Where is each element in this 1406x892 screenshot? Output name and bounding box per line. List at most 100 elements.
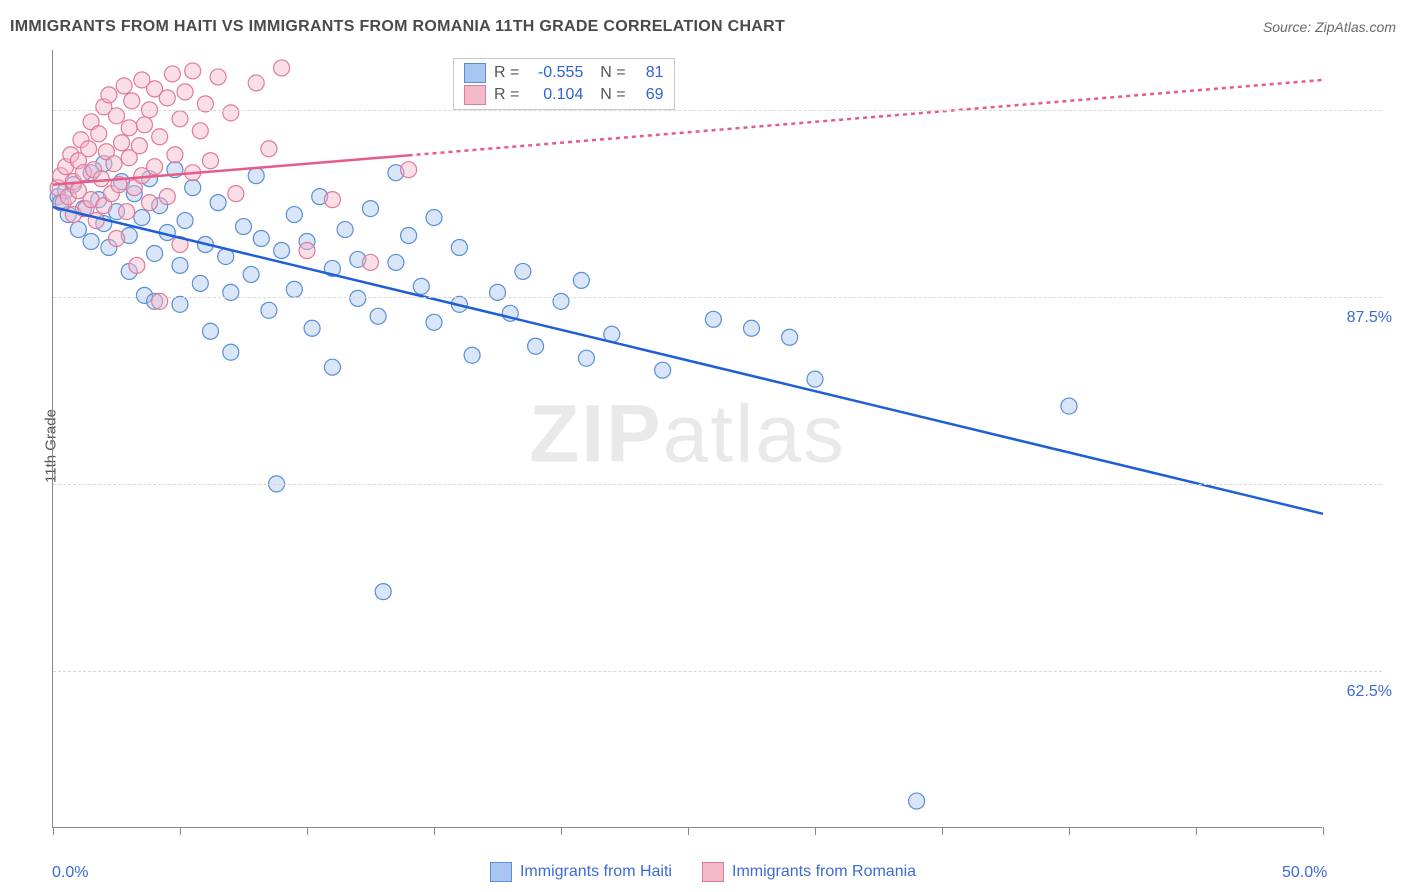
data-point	[129, 257, 145, 273]
x-tick	[561, 827, 562, 835]
data-point	[528, 338, 544, 354]
chart-source: Source: ZipAtlas.com	[1263, 19, 1396, 35]
data-point	[185, 63, 201, 79]
legend-n-value: 81	[634, 64, 664, 82]
data-point	[172, 257, 188, 273]
legend-label: Immigrants from Haiti	[520, 863, 672, 881]
x-tick-label: 50.0%	[1282, 864, 1327, 882]
data-point	[152, 293, 168, 309]
scatter-svg	[53, 50, 1322, 827]
data-point	[261, 141, 277, 157]
chart-title: IMMIGRANTS FROM HAITI VS IMMIGRANTS FROM…	[10, 18, 785, 36]
data-point	[210, 69, 226, 85]
x-tick	[688, 827, 689, 835]
data-point	[451, 239, 467, 255]
legend-r-value: -0.555	[527, 64, 583, 82]
data-point	[101, 87, 117, 103]
data-point	[274, 242, 290, 258]
data-point	[426, 314, 442, 330]
data-point	[401, 228, 417, 244]
data-point	[253, 231, 269, 247]
data-point	[573, 272, 589, 288]
data-point	[70, 222, 86, 238]
data-point	[185, 180, 201, 196]
data-point	[363, 254, 379, 270]
data-point	[401, 162, 417, 178]
data-point	[172, 296, 188, 312]
data-point	[909, 793, 925, 809]
data-point	[553, 293, 569, 309]
data-point	[223, 344, 239, 360]
legend-r-label: R =	[494, 86, 519, 104]
data-point	[324, 192, 340, 208]
data-point	[228, 186, 244, 202]
data-point	[81, 141, 97, 157]
data-point	[159, 90, 175, 106]
data-point	[116, 78, 132, 94]
data-point	[248, 75, 264, 91]
data-point	[299, 242, 315, 258]
data-point	[782, 329, 798, 345]
x-tick	[53, 827, 54, 835]
data-point	[93, 171, 109, 187]
data-point	[274, 60, 290, 76]
data-point	[164, 66, 180, 82]
x-tick	[1196, 827, 1197, 835]
data-point	[134, 210, 150, 226]
data-point	[192, 123, 208, 139]
data-point	[337, 222, 353, 238]
x-tick	[434, 827, 435, 835]
legend-swatch	[464, 63, 486, 83]
data-point	[363, 201, 379, 217]
data-point	[202, 153, 218, 169]
legend-n-label: N =	[591, 86, 625, 104]
data-point	[490, 284, 506, 300]
data-point	[119, 204, 135, 220]
gridline	[53, 110, 1382, 111]
trend-line	[53, 207, 1323, 514]
data-point	[304, 320, 320, 336]
data-point	[177, 84, 193, 100]
legend-swatch	[490, 862, 512, 882]
data-point	[655, 362, 671, 378]
data-point	[375, 584, 391, 600]
legend-label: Immigrants from Romania	[732, 863, 916, 881]
data-point	[350, 290, 366, 306]
data-point	[172, 111, 188, 127]
data-point	[131, 138, 147, 154]
data-point	[1061, 398, 1077, 414]
data-point	[147, 159, 163, 175]
data-point	[236, 219, 252, 235]
gridline	[53, 297, 1382, 298]
legend-swatch	[464, 85, 486, 105]
data-point	[243, 266, 259, 282]
data-point	[807, 371, 823, 387]
data-point	[177, 213, 193, 229]
data-point	[202, 323, 218, 339]
data-point	[147, 245, 163, 261]
data-point	[223, 284, 239, 300]
data-point	[223, 105, 239, 121]
data-point	[114, 135, 130, 151]
data-point	[152, 129, 168, 145]
data-point	[192, 275, 208, 291]
plot-area: ZIPatlas R = -0.555 N = 81 R = 0.104 N =…	[52, 50, 1322, 828]
data-point	[286, 281, 302, 297]
data-point	[286, 207, 302, 223]
x-tick	[815, 827, 816, 835]
data-point	[159, 189, 175, 205]
data-point	[91, 126, 107, 142]
legend-n-value: 69	[634, 86, 664, 104]
x-tick	[307, 827, 308, 835]
correlation-legend: R = -0.555 N = 81 R = 0.104 N = 69	[453, 58, 675, 110]
data-point	[515, 263, 531, 279]
data-point	[124, 93, 140, 109]
legend-r-value: 0.104	[527, 86, 583, 104]
data-point	[121, 120, 137, 136]
x-tick	[180, 827, 181, 835]
legend-swatch	[702, 862, 724, 882]
x-tick	[1323, 827, 1324, 835]
legend-item: Immigrants from Romania	[702, 862, 916, 882]
data-point	[210, 195, 226, 211]
data-point	[109, 231, 125, 247]
